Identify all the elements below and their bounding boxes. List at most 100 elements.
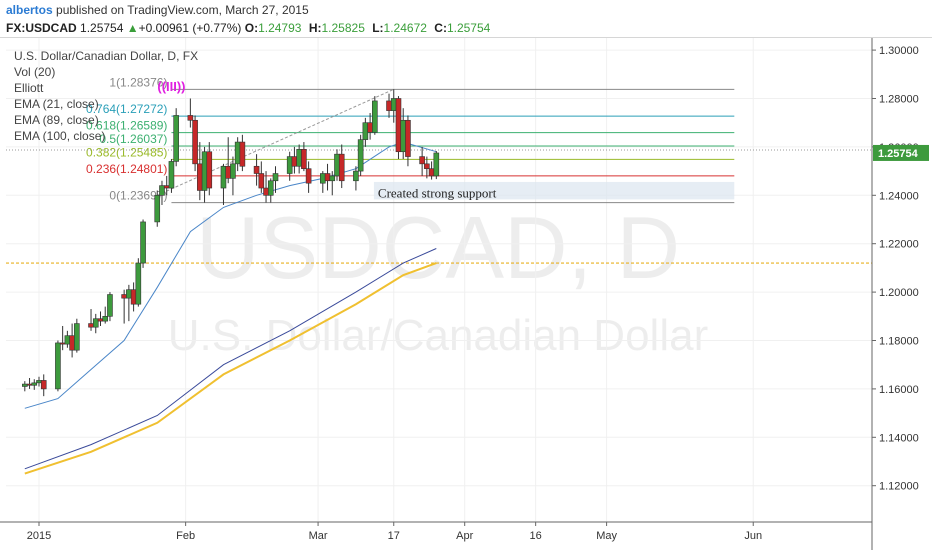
chart-background bbox=[0, 38, 932, 550]
low-value: 1.24672 bbox=[383, 21, 427, 35]
candle-body bbox=[187, 115, 194, 121]
candle-body bbox=[395, 98, 402, 153]
time-tick-label: May bbox=[596, 530, 617, 542]
candle bbox=[140, 219, 146, 268]
candle-body bbox=[258, 173, 265, 189]
fib-level-label: 0(1.23697) bbox=[109, 189, 167, 203]
candle-body bbox=[22, 383, 28, 387]
symbol-label: FX:USDCAD bbox=[6, 21, 77, 35]
legend-ema100[interactable]: EMA (100, close) bbox=[14, 129, 106, 143]
price-chart[interactable]: USDCAD, D U.S. Dollar/Canadian Dollar 1(… bbox=[0, 38, 932, 550]
candle-body bbox=[357, 139, 364, 172]
legend-ema21[interactable]: EMA (21, close) bbox=[14, 97, 99, 111]
price-tick-label: 1.20000 bbox=[879, 287, 919, 299]
elliott-wave-label[interactable]: ((III)) bbox=[157, 79, 185, 94]
candle bbox=[31, 379, 38, 390]
candle-body bbox=[305, 168, 312, 184]
candle-body bbox=[286, 156, 293, 174]
fib-level-label: 0.236(1.24801) bbox=[86, 162, 167, 176]
legend-elliott[interactable]: Elliott bbox=[14, 81, 44, 95]
candle-body bbox=[135, 262, 142, 305]
candle-body bbox=[55, 342, 61, 390]
author-link[interactable]: albertos bbox=[6, 3, 53, 17]
fib-level-label: 0.618(1.26589) bbox=[86, 119, 167, 133]
candle-body bbox=[40, 380, 47, 390]
fib-level-label: 1(1.28376) bbox=[109, 75, 167, 89]
candle-body bbox=[140, 221, 146, 264]
candle bbox=[187, 98, 194, 128]
candle bbox=[258, 161, 265, 193]
candle-body bbox=[428, 168, 435, 177]
last-price-tag bbox=[873, 144, 929, 161]
ohlc-header: FX:USDCAD 1.25754 ▲+0.00961 (+0.77%) O:1… bbox=[6, 21, 494, 35]
price-tick-label: 1.28000 bbox=[879, 94, 919, 106]
candle-body bbox=[301, 149, 307, 169]
candle-body bbox=[405, 119, 411, 157]
candle-body bbox=[225, 165, 231, 179]
legend-vol[interactable]: Vol (20) bbox=[14, 65, 56, 79]
time-tick-label: Apr bbox=[456, 530, 473, 542]
candle-body bbox=[263, 187, 269, 196]
price-tick-label: 1.22000 bbox=[879, 239, 919, 251]
ema-lines bbox=[24, 141, 437, 475]
candle-body bbox=[253, 165, 260, 174]
candle bbox=[192, 115, 198, 172]
close-label: C: bbox=[434, 21, 447, 35]
candle-body bbox=[126, 289, 132, 299]
candle bbox=[424, 156, 430, 179]
last-price-tag-label: 1.25754 bbox=[878, 148, 919, 160]
grid bbox=[6, 38, 872, 522]
candle-body bbox=[424, 163, 430, 169]
candle-body bbox=[107, 294, 113, 317]
candle-body bbox=[154, 195, 161, 223]
overlays: Created strong support ((III)) bbox=[6, 79, 872, 264]
candle-body bbox=[201, 151, 208, 191]
candle-body bbox=[159, 185, 165, 196]
candle bbox=[102, 306, 109, 324]
candle bbox=[395, 96, 402, 159]
candle-body bbox=[92, 318, 99, 328]
trendline[interactable] bbox=[157, 88, 394, 196]
header-divider bbox=[0, 37, 932, 38]
high-value: 1.25825 bbox=[321, 21, 365, 35]
time-axis[interactable]: 2015 Feb Mar 17 Apr 16 May Jun bbox=[0, 521, 872, 542]
candle-body bbox=[419, 156, 425, 165]
candle bbox=[74, 318, 80, 353]
candle bbox=[253, 154, 260, 186]
fib-retracement[interactable]: 1(1.28376)0.764(1.27272)0.618(1.26589)0.… bbox=[86, 75, 735, 204]
support-box[interactable] bbox=[373, 181, 735, 200]
legend-ema89[interactable]: EMA (89, close) bbox=[14, 113, 99, 127]
candle-body bbox=[338, 153, 345, 182]
price-tick-label: 1.16000 bbox=[879, 384, 919, 396]
up-arrow-icon: ▲ bbox=[126, 21, 139, 35]
time-tick-label: 2015 bbox=[27, 530, 51, 542]
candle bbox=[329, 171, 336, 196]
price-axis[interactable]: 1.300001.280001.260001.240001.220001.200… bbox=[871, 38, 929, 550]
candle-body bbox=[400, 119, 407, 153]
candle-body bbox=[168, 161, 175, 189]
high-label: H: bbox=[308, 21, 322, 35]
ema100-line bbox=[24, 262, 437, 475]
candle bbox=[159, 180, 165, 205]
candle bbox=[206, 142, 213, 196]
candle-body bbox=[319, 173, 326, 184]
candle bbox=[334, 149, 340, 181]
candles bbox=[22, 89, 440, 397]
time-tick-label: Feb bbox=[176, 530, 195, 542]
candle bbox=[92, 313, 99, 334]
candle-body bbox=[206, 151, 213, 189]
candle-body bbox=[220, 165, 227, 189]
candle bbox=[40, 374, 47, 397]
candle-body bbox=[130, 289, 137, 305]
fib-level-label: 0.382(1.25485) bbox=[86, 145, 167, 159]
candle-body bbox=[386, 100, 392, 111]
price-tick-label: 1.12000 bbox=[879, 481, 919, 493]
candle bbox=[357, 134, 364, 176]
candle bbox=[173, 108, 179, 167]
candle-body bbox=[367, 122, 373, 133]
time-tick-label: Jun bbox=[744, 530, 762, 542]
low-label: L: bbox=[372, 21, 384, 35]
support-annotation[interactable]: Created strong support bbox=[378, 185, 497, 200]
time-tick-label: Mar bbox=[309, 530, 328, 542]
candle bbox=[338, 144, 345, 189]
